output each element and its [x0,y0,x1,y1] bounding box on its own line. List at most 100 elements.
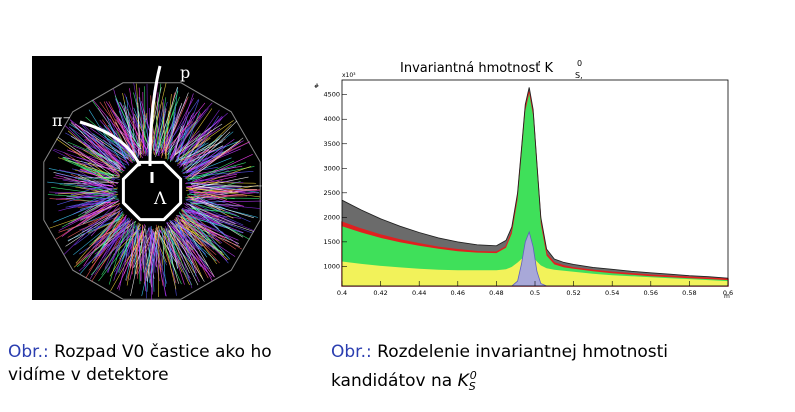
x-tick-label: 0.58 [682,289,696,297]
track-line [108,101,138,159]
track-line [186,176,237,188]
track-line [191,160,235,182]
track-line [79,185,109,194]
track-line [76,223,127,268]
track-line [186,187,261,198]
track-line [164,102,206,154]
track-line [156,230,176,272]
track-line [152,232,155,295]
x-tick-label: 0.44 [412,289,426,297]
symbol-sup: 0 [469,369,477,382]
track-line [79,169,119,185]
track-line [118,110,139,158]
caption-right: Obr.: Rozdelenie invariantnej hmotnosti … [331,341,731,398]
track-line [169,108,209,159]
caption-left: Obr.: Rozpad V0 častice ako ho vidíme v … [8,341,308,387]
track-line [132,228,134,275]
track-line [87,131,126,169]
track-line [89,214,124,246]
track-line [181,133,201,162]
track-line [103,125,129,160]
track-line [90,204,120,237]
track-line [190,131,231,171]
y-tick-label: 4000 [323,115,340,123]
track-line [125,226,139,281]
track-line [184,211,226,228]
track-line [90,127,132,158]
track-line [107,217,129,274]
track-line [69,119,117,171]
track-line [163,228,196,262]
track-line [185,217,210,234]
track-line [192,154,253,183]
track-line [72,193,116,215]
track-line [82,218,121,233]
track-line [96,219,125,250]
track-line [165,92,189,150]
proton-track [148,65,162,167]
x-tick-label: 0.6 [723,289,733,297]
caption-right-prefix: Obr.: [331,342,372,362]
track-line [152,83,162,152]
track-line [89,152,124,173]
track-line [78,228,130,272]
track-line [63,207,112,255]
track-line [177,112,228,158]
track-line [77,178,112,180]
symbol-base: K [457,371,469,391]
track-line [98,225,131,271]
track-line [68,195,117,207]
detector-event-display: π⁻ p Λ [32,56,262,300]
track-line [94,225,125,275]
chart-title-sub: S, [575,71,583,80]
track-line [99,101,137,153]
track-line [119,229,133,260]
track-line [193,193,247,197]
track-line [68,123,125,159]
track-line [166,102,213,153]
pion-label: π⁻ [52,111,71,130]
x-axis-label: m [724,293,730,299]
track-line [179,212,219,252]
track-line [189,189,244,207]
track-line [175,127,221,158]
track-line [74,123,129,160]
pion-track [79,120,142,167]
y-axis-label: # [314,83,319,90]
track-line [74,208,123,246]
track-line [75,176,117,192]
track-line [187,186,241,190]
track-line [162,113,166,152]
symbol-sub: S [468,380,476,393]
track-line [189,150,212,178]
track-line [67,130,121,177]
track-line [170,227,179,269]
track-line [103,101,133,162]
track-line [64,125,115,173]
track-line [180,219,226,239]
track-line [176,220,197,277]
track-line [148,229,160,283]
track-line [158,108,167,153]
track-line [101,211,123,249]
track-line [168,225,205,282]
track-line [153,106,164,150]
track-line [185,115,220,166]
chart-title-group: Invariantná hmotnosť K 0 S, [400,59,583,80]
track-line [187,209,231,260]
track-line [187,171,241,184]
track-line [124,93,149,154]
track-line [187,208,236,225]
plot-area: 1000 1500 2000 2500 3000 3500 4000 4500 0.4 0.42 0… [323,79,733,297]
track-line [165,96,189,153]
track-line [177,120,189,162]
track-line [77,170,110,190]
track-line [84,142,120,175]
series-green-area [342,93,728,286]
track-line [152,101,168,148]
track-line [142,91,144,151]
track-line [85,116,131,156]
y-tick-label: 1000 [323,262,340,270]
track-line [75,193,112,198]
track-line [193,198,226,214]
